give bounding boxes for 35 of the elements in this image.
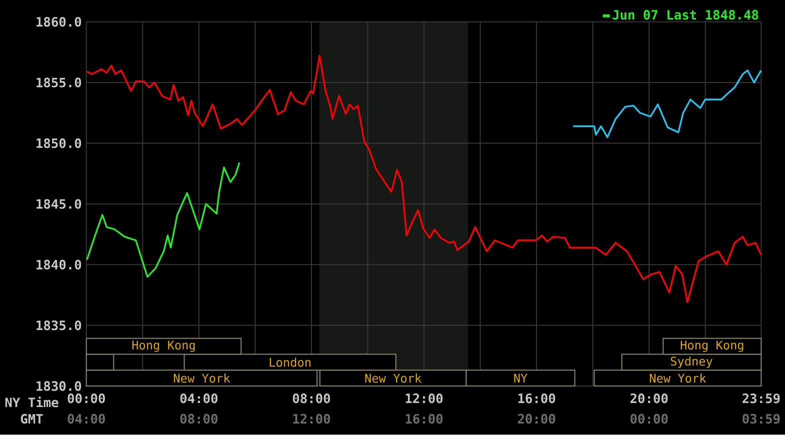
line-series [86,162,240,278]
x2-tick-label: 20:00 [518,414,556,424]
band-label: NY [514,374,528,383]
x2-tick-label: 16:00 [406,414,443,424]
x-axis-title: NY Time [5,396,58,408]
band-label: New York [365,374,422,383]
x-tick-label: 23:59 [742,394,780,404]
line-series [572,70,762,138]
x2-tick-label: 08:00 [180,414,218,424]
y-tick-label: 1855.0 [36,78,82,88]
x-tick-label: 00:00 [68,394,105,404]
line-series [86,55,762,304]
x-tick-label: 08:00 [292,394,330,404]
legend-label: Jun 07 Last 1848.48 [612,10,758,20]
x2-tick-label: 00:00 [630,414,668,424]
y-tick-label: 1840.0 [36,260,82,270]
y-tick-label: 1835.0 [36,320,82,330]
x2-axis-title: GMT [20,414,43,424]
x-tick-label: 16:00 [518,394,556,404]
y-tick-label: 1860.0 [36,17,82,27]
x-tick-label: 04:00 [180,394,218,404]
band-label: Hong Kong [680,340,744,352]
y-tick-label: 1850.0 [36,138,82,148]
x2-tick-label: 03:59 [742,414,780,424]
band-label: Hong Kong [132,340,195,352]
x2-tick-label: 12:00 [293,414,330,424]
x-tick-label: 12:00 [406,394,443,404]
x2-tick-label: 04:00 [68,414,105,424]
band-label: New York [650,374,706,383]
x-tick-label: 20:00 [630,394,668,404]
band-label: Sydney [670,356,712,368]
band-label: London [270,358,310,367]
y-tick-label: 1845.0 [36,199,82,209]
y-tick-label: 1830.0 [36,381,82,392]
band-label: New York [174,374,230,383]
